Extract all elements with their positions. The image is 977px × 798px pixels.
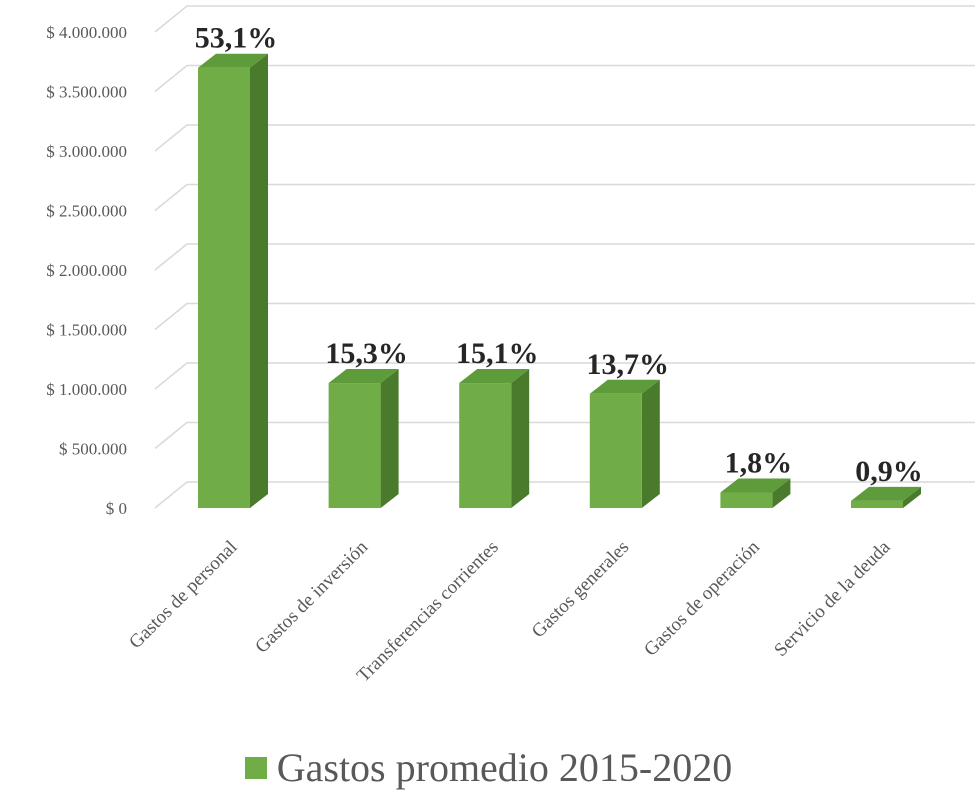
bar-top <box>198 53 268 68</box>
grid-line <box>154 183 975 212</box>
bar-side <box>250 53 268 508</box>
data-label: 13,7% <box>587 348 670 381</box>
x-tick-label: Gastos generales <box>528 537 634 643</box>
x-tick-label: Gastos de personal <box>125 537 241 653</box>
grid-line <box>154 481 975 509</box>
y-tick-label: $ 1.500.000 <box>46 321 127 340</box>
bar-chart: $ 0 $ 500.000 $ 1.000.000 $ 1.500.000 $ 2.00… <box>46 5 975 686</box>
y-axis-tick-labels: $ 0 $ 500.000 $ 1.000.000 $ 1.500.000 $ 2.00… <box>46 23 127 518</box>
y-tick-label: $ 500.000 <box>59 440 127 459</box>
bars <box>198 53 921 508</box>
bar-front <box>720 492 773 508</box>
bar-front <box>198 67 250 508</box>
x-tick-label: Gastos de operación <box>640 536 764 660</box>
bar <box>328 369 399 508</box>
data-label: 0,9% <box>855 455 923 488</box>
bar-top <box>328 369 399 384</box>
bar-top <box>851 486 921 501</box>
y-tick-label: $ 3.000.000 <box>46 142 127 161</box>
bar <box>459 369 530 508</box>
y-tick-label: $ 3.500.000 <box>46 83 127 102</box>
y-tick-label: $ 2.500.000 <box>46 202 127 221</box>
bar-front <box>851 500 903 508</box>
x-tick-label: Servicio de la deuda <box>770 536 895 661</box>
bar <box>851 486 921 508</box>
bar-top <box>720 478 791 493</box>
grid-line <box>154 302 975 331</box>
grid-line <box>154 64 975 93</box>
bar-side <box>641 379 660 508</box>
data-label: 15,1% <box>456 337 539 370</box>
y-tick-label: $ 4.000.000 <box>46 23 127 42</box>
y-tick-label: $ 2.000.000 <box>46 261 127 280</box>
bar-front <box>459 383 512 508</box>
bar-side <box>511 369 530 508</box>
x-tick-label: Gastos de inversión <box>251 536 372 657</box>
data-label: 15,3% <box>325 337 408 370</box>
grid-line <box>154 362 975 390</box>
grid-line <box>154 421 975 450</box>
grid-line <box>154 243 975 271</box>
x-tick-label: Transferencias corrientes <box>353 537 503 687</box>
bar-side <box>380 369 399 508</box>
bar-top <box>589 379 660 394</box>
data-labels: 53,1% 15,3% 15,1% 13,7% 1,8% 0,9% <box>195 22 923 488</box>
bar <box>720 478 791 508</box>
x-axis-category-labels: Gastos de personal Gastos de inversiónTra… <box>125 536 895 686</box>
data-label: 1,8% <box>725 447 793 480</box>
bar-top <box>459 369 530 384</box>
legend-entry: Gastos promedio 2015-2020 <box>276 745 733 790</box>
grid-line <box>154 124 975 152</box>
legend: Gastos promedio 2015-2020 <box>0 748 977 788</box>
data-label: 53,1% <box>195 22 278 55</box>
bar <box>589 379 660 508</box>
y-tick-label: $ 1.000.000 <box>46 380 127 399</box>
bar-side <box>772 478 791 508</box>
bar-front <box>589 393 642 508</box>
bar-front <box>328 383 381 508</box>
grid-lines <box>154 5 975 509</box>
bar-side <box>903 486 921 508</box>
grid-line <box>154 5 975 33</box>
bar <box>198 53 268 508</box>
y-tick-label: $ 0 <box>106 499 127 518</box>
legend-swatch <box>244 757 267 779</box>
